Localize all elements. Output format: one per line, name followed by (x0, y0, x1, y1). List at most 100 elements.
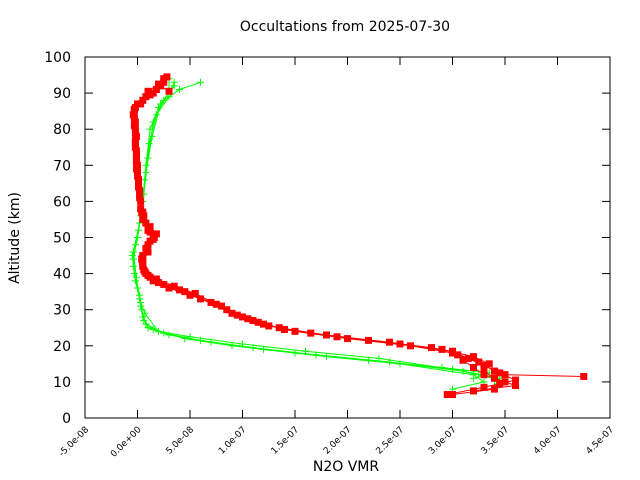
y-tick-label: 60 (53, 194, 71, 210)
data-point (157, 100, 165, 108)
data-point (129, 111, 137, 119)
data-point (464, 354, 472, 362)
data-point (130, 114, 138, 122)
data-point (512, 382, 519, 390)
data-point (163, 73, 171, 81)
data-point (501, 371, 509, 379)
data-point (449, 347, 456, 355)
data-point (333, 333, 341, 341)
data-point (152, 111, 160, 119)
data-point (459, 356, 467, 364)
data-point (485, 360, 493, 368)
data-point (132, 273, 140, 281)
data-point (212, 300, 220, 308)
data-point (233, 311, 241, 319)
data-point (365, 356, 372, 364)
y-tick-label: 50 (53, 231, 71, 247)
data-point (386, 338, 393, 346)
data-point (218, 302, 225, 310)
data-point (228, 342, 236, 350)
data-point (140, 317, 148, 325)
data-point (165, 284, 173, 292)
data-point (155, 327, 162, 335)
data-point (139, 208, 147, 216)
data-point (130, 105, 138, 113)
data-point (239, 340, 246, 348)
data-point (375, 354, 383, 362)
data-point (131, 118, 139, 126)
data-point (143, 246, 151, 254)
data-point (149, 326, 157, 334)
data-point (141, 268, 149, 276)
data-point (428, 344, 435, 352)
y-tick-label: 100 (44, 50, 71, 66)
data-point (170, 282, 178, 290)
data-point (129, 262, 137, 270)
data-point (480, 371, 488, 379)
y-tick-label: 30 (53, 303, 71, 319)
data-point (207, 298, 215, 306)
data-point (475, 358, 483, 366)
data-point (480, 367, 488, 375)
data-point (443, 391, 451, 399)
data-point (496, 380, 504, 388)
data-point (134, 172, 141, 180)
data-point (131, 143, 139, 151)
data-point (291, 349, 299, 357)
data-point (186, 291, 194, 299)
data-point (134, 100, 141, 108)
data-point (139, 257, 147, 265)
data-point (302, 347, 309, 355)
data-point (396, 340, 404, 348)
data-point (281, 326, 288, 334)
data-point (170, 82, 178, 90)
data-point (155, 80, 162, 88)
data-point (191, 289, 199, 297)
data-point (131, 129, 139, 137)
data-point (470, 374, 477, 382)
data-point (155, 279, 162, 287)
y-axis-label: Altitude (km) (7, 192, 23, 284)
series-1 (129, 73, 588, 399)
data-point (165, 87, 173, 95)
data-point (129, 248, 137, 256)
data-point (150, 234, 158, 241)
y-tick-label: 0 (62, 411, 71, 427)
x-axis-label: N2O VMR (313, 459, 380, 475)
data-point (491, 385, 498, 393)
data-point (139, 215, 147, 223)
data-point (470, 353, 477, 361)
data-point (480, 362, 488, 370)
data-point (144, 271, 152, 279)
data-point (152, 230, 160, 238)
data-point (176, 286, 183, 294)
data-point (449, 391, 456, 399)
data-point (146, 91, 154, 99)
data-point (141, 309, 149, 317)
data-point (491, 367, 498, 375)
y-tick-label: 40 (53, 267, 71, 283)
data-point (132, 150, 140, 158)
data-point (496, 369, 504, 377)
data-point (580, 372, 588, 380)
data-point (148, 132, 156, 140)
y-tick-label: 90 (53, 86, 71, 102)
data-point (480, 383, 488, 391)
data-point (142, 93, 150, 101)
data-point (197, 78, 204, 86)
data-point (134, 161, 141, 169)
data-point (454, 351, 462, 359)
data-point (137, 197, 145, 205)
data-point (136, 187, 144, 195)
data-point (136, 295, 144, 303)
data-point (228, 309, 236, 317)
chart-title: Occultations from 2025-07-30 (240, 19, 450, 35)
data-point (137, 302, 145, 310)
data-point (176, 85, 183, 93)
data-point (160, 78, 168, 86)
data-point (144, 87, 152, 95)
y-tick-label: 20 (53, 339, 71, 355)
y-tick-label: 80 (53, 122, 71, 138)
data-point (152, 275, 160, 283)
